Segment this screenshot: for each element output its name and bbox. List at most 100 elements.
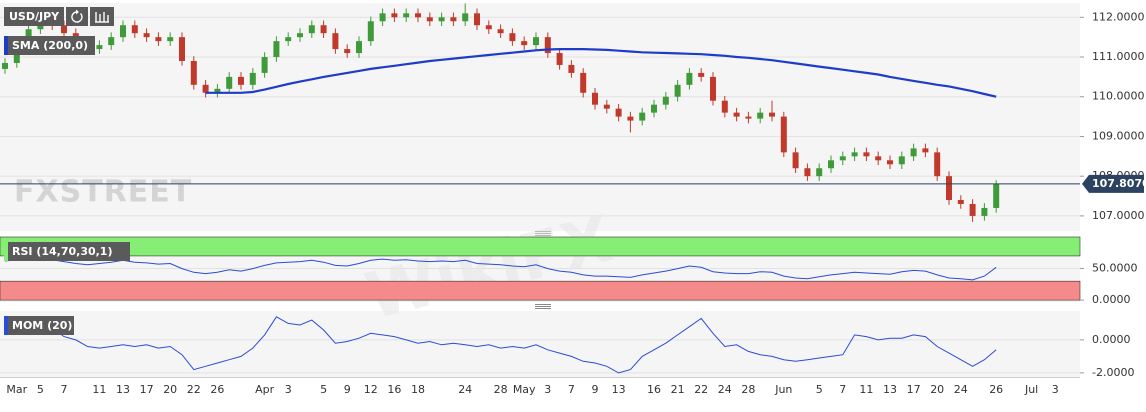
candle-body bbox=[792, 152, 799, 169]
candle-body bbox=[131, 25, 138, 34]
x-tick-label: 5 bbox=[37, 383, 44, 396]
mom-panel bbox=[0, 311, 1080, 377]
candle-body bbox=[120, 25, 126, 38]
candle-body bbox=[509, 33, 516, 42]
candle-body bbox=[946, 176, 952, 201]
panel-resize-handle[interactable] bbox=[535, 304, 551, 309]
candle-body bbox=[710, 76, 716, 101]
legend-label: RSI (14,70,30,1) bbox=[12, 245, 112, 258]
y-tick-label: 111.0000 bbox=[1092, 50, 1145, 63]
x-tick-label: 24 bbox=[954, 383, 968, 396]
candle-body bbox=[615, 108, 622, 117]
candle-body bbox=[497, 29, 504, 34]
candle-body bbox=[863, 152, 870, 157]
candle-body bbox=[273, 41, 280, 58]
y-tick-label: 0.0000 bbox=[1092, 333, 1131, 346]
candle-body bbox=[887, 160, 893, 165]
x-tick-label: 21 bbox=[671, 383, 685, 396]
x-tick-label: 17 bbox=[907, 383, 921, 396]
panel-resize-handle[interactable] bbox=[535, 231, 551, 236]
data bbox=[0, 3, 1081, 374]
candle-body bbox=[521, 41, 528, 46]
candle-body bbox=[249, 72, 256, 85]
candle-body bbox=[721, 100, 728, 113]
y-tick-label: 109.0000 bbox=[1092, 129, 1145, 142]
legend-box bbox=[4, 36, 95, 55]
candle-body bbox=[179, 37, 185, 61]
candle-body bbox=[297, 33, 303, 38]
candle-body bbox=[698, 72, 705, 77]
candle-body bbox=[686, 72, 693, 85]
last-price-box bbox=[1082, 174, 1144, 193]
x-tick-label: 9 bbox=[344, 383, 351, 396]
chart-type-button[interactable] bbox=[90, 7, 114, 26]
x-tick-label: Apr bbox=[255, 383, 275, 396]
watermark: FXSTREET bbox=[14, 175, 192, 210]
candle-body bbox=[344, 49, 351, 54]
x-axis-line bbox=[0, 377, 1080, 378]
candle-body bbox=[61, 25, 67, 34]
x-tick-label: 16 bbox=[387, 383, 401, 396]
y-tick-label: 107.0000 bbox=[1092, 209, 1145, 222]
candle-body bbox=[450, 17, 457, 22]
candle-body bbox=[2, 62, 8, 69]
x-tick-label: 20 bbox=[163, 383, 177, 396]
x-tick-label: 24 bbox=[718, 383, 732, 396]
candle-body bbox=[639, 112, 646, 121]
x-tick-label: 13 bbox=[612, 383, 626, 396]
x-tick-label: 7 bbox=[839, 383, 846, 396]
refresh-button[interactable] bbox=[66, 7, 88, 26]
y-tick-label: -2.0000 bbox=[1092, 366, 1134, 379]
x-tick-label: 5 bbox=[816, 383, 823, 396]
band bbox=[0, 280, 1081, 301]
candle-body bbox=[957, 200, 964, 204]
x-tick-label: 3 bbox=[285, 383, 292, 396]
candle-body bbox=[733, 112, 740, 117]
bars-icon bbox=[95, 12, 109, 23]
x-tick-label: Jun bbox=[774, 383, 792, 396]
candle-body bbox=[533, 37, 539, 46]
legend-swatch bbox=[4, 242, 8, 261]
x-tick-label: 13 bbox=[883, 383, 897, 396]
candle-body bbox=[544, 37, 551, 54]
candle-body bbox=[910, 148, 917, 157]
band bbox=[0, 236, 1081, 257]
candle-body bbox=[320, 25, 327, 34]
candle-body bbox=[674, 84, 681, 97]
x-tick-label: Jul bbox=[1024, 383, 1038, 396]
candle-body bbox=[238, 76, 244, 85]
candle-body bbox=[108, 37, 115, 46]
x-tick-label: 3 bbox=[544, 383, 551, 396]
x-tick-label: 17 bbox=[140, 383, 154, 396]
legend-swatch bbox=[4, 36, 8, 55]
candle-body bbox=[438, 17, 445, 22]
x-tick-label: 13 bbox=[116, 383, 130, 396]
candle-body bbox=[332, 33, 339, 50]
series-line bbox=[205, 48, 997, 98]
candle-body bbox=[426, 17, 433, 22]
title-box bbox=[4, 7, 64, 26]
candle-body bbox=[356, 41, 362, 54]
candle-body bbox=[603, 104, 610, 109]
x-tick-label: 16 bbox=[647, 383, 661, 396]
candle-body bbox=[580, 72, 587, 93]
candle-body bbox=[651, 104, 657, 113]
candle-body bbox=[898, 156, 905, 165]
x-tick-label: 18 bbox=[411, 383, 425, 396]
candle-body bbox=[155, 37, 162, 42]
candle-body bbox=[391, 13, 398, 18]
candle-body bbox=[226, 76, 233, 89]
legend-box bbox=[4, 242, 130, 261]
y-tick-label: 112.0000 bbox=[1092, 10, 1145, 23]
candle-body bbox=[474, 13, 480, 26]
x-tick-label: 28 bbox=[741, 383, 755, 396]
candle-body bbox=[143, 33, 150, 38]
legend-swatch bbox=[4, 316, 8, 335]
x-tick-label: 24 bbox=[458, 383, 472, 396]
candle-body bbox=[485, 25, 492, 30]
candle-body bbox=[556, 53, 563, 65]
candle-body bbox=[969, 203, 976, 216]
candle-body bbox=[662, 96, 669, 105]
x-tick-label: Mar bbox=[6, 383, 27, 396]
